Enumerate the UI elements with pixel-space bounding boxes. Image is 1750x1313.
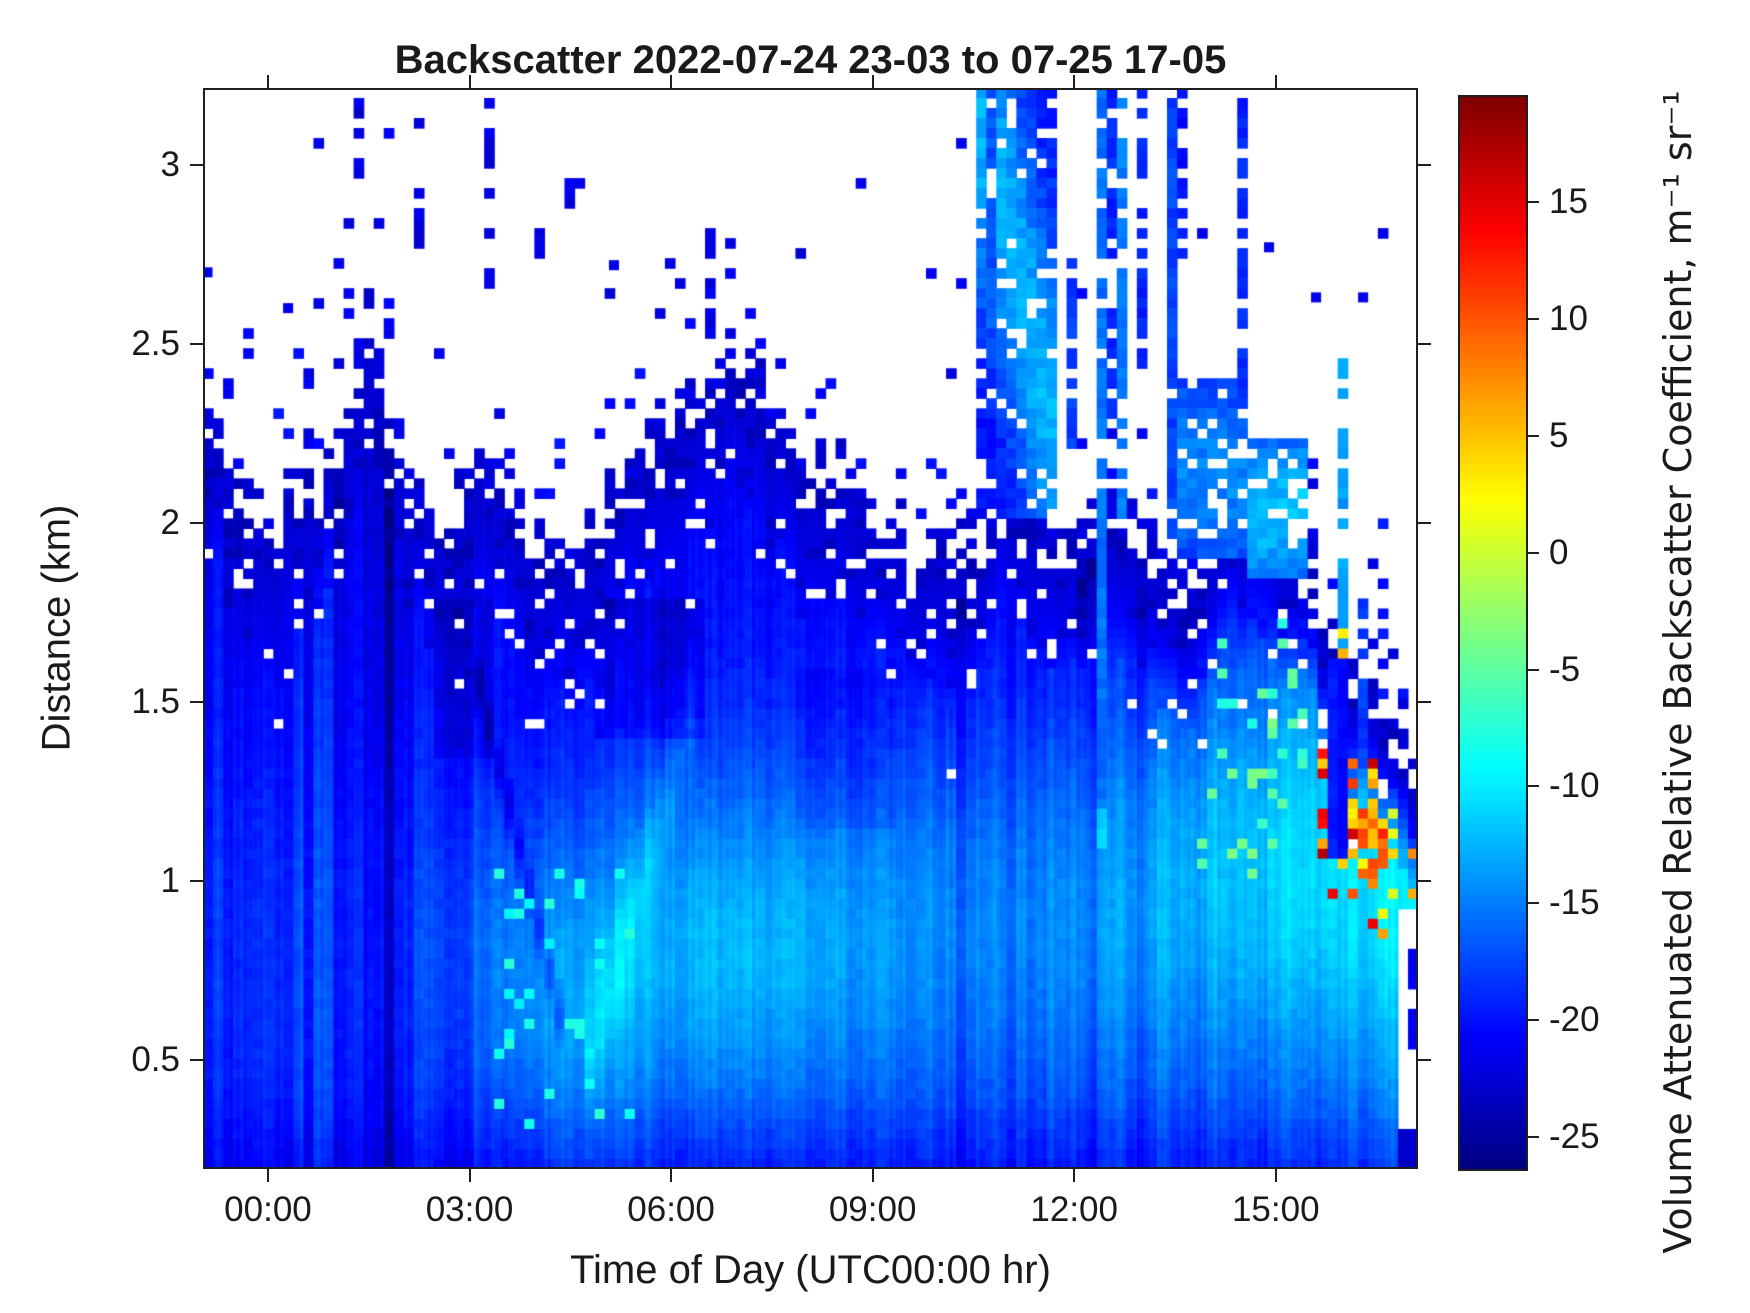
y-tick [190,879,203,882]
x-tick [871,1169,874,1182]
x-tick-label: 12:00 [1030,1190,1118,1229]
colorbar-tick-label: -5 [1549,649,1581,689]
y-tick-right [1418,700,1431,703]
colorbar-canvas [1460,97,1526,1169]
colorbar-tick [1526,551,1539,554]
colorbar-tick-label: 0 [1549,532,1569,572]
colorbar-tick-label: 10 [1549,299,1588,339]
x-tick-label: 06:00 [627,1190,715,1229]
y-tick-label: 1 [160,860,180,900]
y-tick [190,700,203,703]
y-tick-right [1418,163,1431,166]
colorbar-tick-label: 15 [1549,182,1588,222]
x-tick-label: 00:00 [224,1190,312,1229]
x-tick-top [1073,75,1076,88]
heatmap-canvas [203,88,1418,1169]
y-axis-label: Distance (km) [34,504,79,752]
x-tick-top [1274,75,1277,88]
colorbar-tick [1526,1018,1539,1021]
x-tick-label: 15:00 [1231,1190,1320,1229]
colorbar-tick [1526,668,1539,671]
y-tick-right [1418,521,1431,524]
x-tick-top [871,75,874,88]
chart-title: Backscatter 2022-07-24 23-03 to 07-25 17… [394,38,1227,82]
y-tick-label: 2.5 [131,323,180,363]
y-tick [190,521,203,524]
x-tick [266,1169,269,1182]
colorbar-tick [1526,785,1539,788]
colorbar-tick-label: -20 [1549,999,1600,1039]
x-tick [1073,1169,1076,1182]
colorbar-tick-label: -10 [1549,766,1600,806]
colorbar-tick-label: -25 [1549,1116,1600,1156]
colorbar-tick [1526,902,1539,905]
y-tick-label: 3 [160,144,180,184]
y-tick-label: 2 [160,502,180,542]
colorbar-tick [1526,1135,1539,1138]
x-tick [1274,1169,1277,1182]
colorbar-tick [1526,201,1539,204]
colorbar-tick-label: -15 [1549,883,1600,923]
colorbar-tick [1526,318,1539,321]
x-tick [670,1169,673,1182]
y-tick [190,342,203,345]
x-tick-top [468,75,471,88]
y-tick-right [1418,879,1431,882]
x-tick-top [266,75,269,88]
colorbar [1458,95,1528,1171]
x-tick [468,1169,471,1182]
y-tick-right [1418,1058,1431,1061]
colorbar-label: Volume Attenuated Relative Backscatter C… [1656,90,1700,1254]
colorbar-tick-label: 5 [1549,415,1569,455]
y-tick-label: 1.5 [131,681,180,721]
x-tick-label: 03:00 [425,1190,514,1229]
y-tick [190,1058,203,1061]
colorbar-tick [1526,434,1539,437]
y-tick-label: 0.5 [131,1039,180,1079]
x-axis-label: Time of Day (UTC00:00 hr) [570,1248,1051,1292]
x-tick-label: 09:00 [828,1190,917,1229]
y-tick-right [1418,342,1431,345]
y-tick [190,163,203,166]
x-tick-top [670,75,673,88]
